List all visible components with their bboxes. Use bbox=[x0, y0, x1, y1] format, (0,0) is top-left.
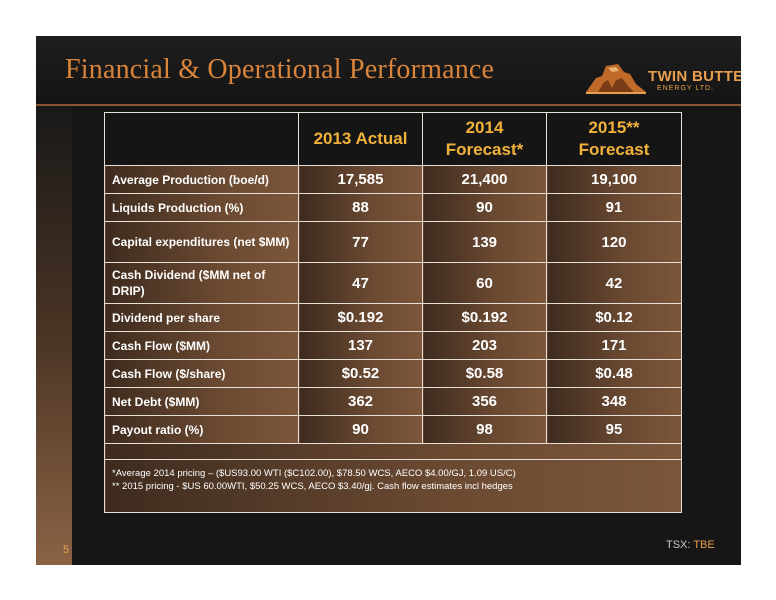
ticker-code: TBE bbox=[693, 539, 715, 551]
cell-2015: 42 bbox=[546, 262, 682, 304]
cell-2015: $0.48 bbox=[546, 359, 682, 388]
cell-2013: $0.192 bbox=[298, 303, 423, 332]
table-row: Cash Flow ($MM) 137 203 171 bbox=[104, 331, 682, 360]
cell-2014: $0.58 bbox=[422, 359, 547, 388]
ticker-prefix: TSX: bbox=[666, 539, 691, 551]
cell-2015: 120 bbox=[546, 221, 682, 263]
row-label: Dividend per share bbox=[104, 303, 299, 332]
cell-2014: 98 bbox=[422, 415, 547, 444]
slide-header: Financial & Operational Performance TWIN… bbox=[36, 36, 741, 106]
footnote-2014: *Average 2014 pricing – ($US93.00 WTI ($… bbox=[112, 468, 516, 479]
financial-table: 2013 Actual 2014 Forecast* 2015** Foreca… bbox=[104, 112, 682, 513]
cell-2013: 362 bbox=[298, 387, 423, 416]
company-logo: TWIN BUTTE ENERGY LTD. bbox=[584, 58, 741, 98]
cell-2013: 88 bbox=[298, 193, 423, 222]
cell-2013: 90 bbox=[298, 415, 423, 444]
table-row: Net Debt ($MM) 362 356 348 bbox=[104, 387, 682, 416]
cell-2013: 47 bbox=[298, 262, 423, 304]
row-label: Cash Flow ($MM) bbox=[104, 331, 299, 360]
slide: Financial & Operational Performance TWIN… bbox=[36, 36, 741, 565]
table-header-2014: 2014 Forecast* bbox=[422, 112, 547, 166]
logo-name: TWIN BUTTE bbox=[648, 68, 741, 85]
logo-subtitle: ENERGY LTD. bbox=[657, 85, 715, 92]
cell-2013: 77 bbox=[298, 221, 423, 263]
butte-logo-icon bbox=[586, 64, 646, 94]
cell-2015: 348 bbox=[546, 387, 682, 416]
cell-2015: 95 bbox=[546, 415, 682, 444]
slide-title: Financial & Operational Performance bbox=[65, 54, 495, 85]
header-divider bbox=[36, 104, 741, 106]
cell-2015: $0.12 bbox=[546, 303, 682, 332]
cell-2013: 137 bbox=[298, 331, 423, 360]
cell-2015: 19,100 bbox=[546, 165, 682, 194]
table-row: Average Production (boe/d) 17,585 21,400… bbox=[104, 165, 682, 194]
table-row: Dividend per share $0.192 $0.192 $0.12 bbox=[104, 303, 682, 332]
cell-2015: 171 bbox=[546, 331, 682, 360]
spacer-cell bbox=[104, 443, 682, 460]
row-label: Cash Dividend ($MM net of DRIP) bbox=[104, 262, 299, 304]
table-header-2013: 2013 Actual bbox=[298, 112, 423, 166]
table-row: Capital expenditures (net $MM) 77 139 12… bbox=[104, 221, 682, 263]
ticker: TSX: TBE bbox=[666, 539, 715, 551]
table-row: Cash Flow ($/share) $0.52 $0.58 $0.48 bbox=[104, 359, 682, 388]
cell-2013: $0.52 bbox=[298, 359, 423, 388]
table-header-2015: 2015** Forecast bbox=[546, 112, 682, 166]
row-label: Liquids Production (%) bbox=[104, 193, 299, 222]
table-header-corner bbox=[104, 112, 299, 166]
table-row: Liquids Production (%) 88 90 91 bbox=[104, 193, 682, 222]
row-label: Capital expenditures (net $MM) bbox=[104, 221, 299, 263]
row-label: Average Production (boe/d) bbox=[104, 165, 299, 194]
left-gradient-bar bbox=[36, 106, 72, 565]
cell-2014: 356 bbox=[422, 387, 547, 416]
row-label: Payout ratio (%) bbox=[104, 415, 299, 444]
cell-2014: 203 bbox=[422, 331, 547, 360]
table-row: Cash Dividend ($MM net of DRIP) 47 60 42 bbox=[104, 262, 682, 304]
cell-2014: 90 bbox=[422, 193, 547, 222]
cell-2015: 91 bbox=[546, 193, 682, 222]
cell-2014: $0.192 bbox=[422, 303, 547, 332]
cell-2014: 60 bbox=[422, 262, 547, 304]
table-row: Payout ratio (%) 90 98 95 bbox=[104, 415, 682, 444]
footnotes-cell: *Average 2014 pricing – ($US93.00 WTI ($… bbox=[104, 459, 682, 513]
cell-2013: 17,585 bbox=[298, 165, 423, 194]
cell-2014: 21,400 bbox=[422, 165, 547, 194]
slide-number: 5 bbox=[63, 544, 70, 556]
table-header-row: 2013 Actual 2014 Forecast* 2015** Foreca… bbox=[104, 112, 682, 166]
table-spacer-row bbox=[104, 443, 682, 460]
cell-2014: 139 bbox=[422, 221, 547, 263]
footnotes-row: *Average 2014 pricing – ($US93.00 WTI ($… bbox=[104, 459, 682, 513]
row-label: Cash Flow ($/share) bbox=[104, 359, 299, 388]
row-label: Net Debt ($MM) bbox=[104, 387, 299, 416]
footnote-2015: ** 2015 pricing - $US 60.00WTI, $50.25 W… bbox=[112, 481, 513, 492]
